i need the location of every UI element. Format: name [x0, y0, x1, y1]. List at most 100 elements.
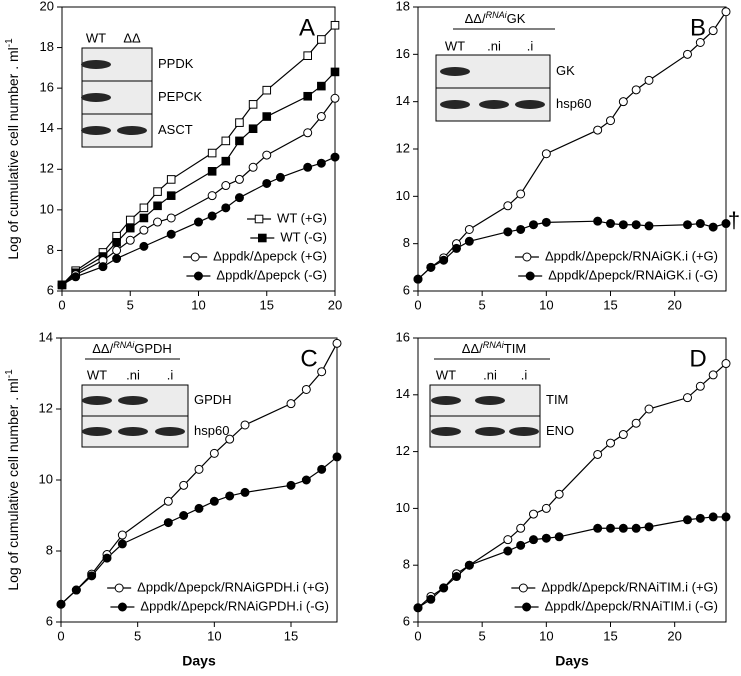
blot-header: ΔΔ/RNAiGK: [465, 10, 526, 26]
data-point: [708, 26, 718, 36]
data-point: [71, 272, 81, 282]
data-point: [286, 399, 296, 409]
data-point: [593, 523, 603, 533]
data-point: [207, 167, 217, 176]
blot-band: [475, 396, 505, 405]
panel-letter: A: [299, 14, 315, 41]
data-point: [721, 219, 731, 229]
series-line: [61, 97, 336, 286]
data-point: [112, 254, 122, 264]
data-point: [708, 370, 718, 380]
lane-label: WT: [445, 38, 465, 53]
data-point: [139, 203, 149, 213]
lane-label: .i: [527, 38, 534, 53]
blot-header-text: GK: [507, 11, 526, 26]
x-tick-label: 0: [57, 628, 64, 643]
protein-label: hsp60: [556, 96, 591, 111]
y-tick-label: 10: [396, 500, 410, 515]
x-tick-label: 10: [539, 628, 553, 643]
data-point: [163, 496, 173, 506]
x-axis-label: Days: [555, 653, 589, 669]
lane-label: ΔΔ: [123, 30, 141, 45]
protein-label: ENO: [546, 423, 574, 438]
blot-band: [82, 427, 112, 436]
x-axis-label: Days: [182, 653, 216, 669]
data-point: [153, 187, 162, 196]
blot-inset: WT ΔΔ PPDK PEPCK ASCT: [81, 30, 202, 148]
panel: 6 8 10 12 14 16 0 5 10 15 20 D Days Δppdk/Δpepck/RNAi…: [396, 329, 731, 669]
data-point: [179, 480, 189, 490]
data-point: [529, 535, 538, 545]
data-point: [248, 100, 258, 109]
data-point: [503, 535, 513, 545]
y-tick-label: 6: [47, 282, 54, 297]
blot-band: [431, 427, 461, 436]
y-tick-label: 16: [396, 329, 410, 344]
panel: 6 8 10 12 14 0 5 10 15 C Log of cumulative cell nu…: [4, 329, 342, 669]
y-tick-label: 8: [46, 542, 53, 557]
legend-marker: [525, 271, 535, 281]
protein-label: PEPCK: [158, 89, 202, 104]
legend-marker: [190, 252, 200, 262]
data-point: [541, 217, 551, 227]
y-tick-label: 20: [40, 0, 54, 13]
protein-label: TIM: [546, 392, 568, 407]
legend-label: Δppdk/Δpepck/RNAiGPDH.i (-G): [140, 598, 329, 613]
data-point: [221, 136, 231, 146]
x-tick-label: 5: [479, 297, 486, 312]
data-point: [139, 241, 149, 251]
data-point: [317, 35, 326, 44]
data-point: [303, 91, 312, 101]
data-point: [695, 513, 705, 523]
data-point: [303, 128, 313, 138]
data-point: [194, 217, 203, 227]
legend-marker: [522, 252, 532, 262]
y-axis-label: Log of cumulative cell number . ml-1: [4, 369, 21, 591]
data-point: [606, 219, 615, 229]
data-point: [102, 553, 112, 563]
data-point: [593, 449, 603, 459]
blot-header-text: GPDH: [134, 341, 172, 356]
data-point: [721, 359, 731, 369]
y-tick-label: 12: [396, 443, 410, 458]
data-point: [207, 191, 217, 201]
data-point: [618, 430, 628, 440]
y-tick-label: 14: [396, 93, 410, 108]
legend-label: Δppdk/Δpepck (+G): [213, 248, 327, 263]
data-point: [98, 262, 108, 272]
y-tick-label: 10: [396, 188, 410, 203]
data-point: [452, 572, 461, 582]
lane-label: WT: [87, 367, 107, 382]
legend-label: Δppdk/Δpepck/RNAiTIM.i (+G): [541, 579, 718, 594]
lane-label: .i: [521, 367, 528, 382]
protein-label: GK: [556, 63, 575, 78]
data-point: [301, 384, 311, 394]
panel: 6 8 10 12 14 16 18 20 0 5 10 15 20 A Log of cumulative…: [4, 0, 343, 312]
data-point: [721, 512, 731, 522]
data-point: [153, 217, 163, 227]
blot-band: [81, 93, 111, 102]
blot-header-superscript: RNAi: [113, 340, 135, 350]
panel-letter: B: [690, 14, 706, 41]
series-line: [61, 71, 336, 286]
data-point: [163, 518, 173, 528]
data-point: [117, 530, 127, 540]
data-point: [618, 523, 628, 533]
x-tick-label: 20: [667, 628, 681, 643]
lane-label: WT: [436, 367, 456, 382]
data-point: [554, 532, 564, 542]
data-point: [695, 381, 705, 391]
y-tick-label: 14: [396, 386, 410, 401]
protein-label: ASCT: [158, 122, 193, 137]
blot-band: [440, 67, 470, 76]
legend-label: Δppdk/Δpepck/RNAiGPDH.i (+G): [137, 579, 329, 594]
data-point: [631, 220, 641, 230]
data-point: [644, 404, 654, 414]
data-point: [248, 162, 258, 172]
y-tick-label: 6: [403, 613, 410, 628]
y-axis-label-text: Log of cumulative cell number . ml: [5, 378, 21, 590]
x-tick-label: 5: [479, 628, 486, 643]
data-point: [153, 201, 162, 211]
data-point: [516, 224, 526, 234]
